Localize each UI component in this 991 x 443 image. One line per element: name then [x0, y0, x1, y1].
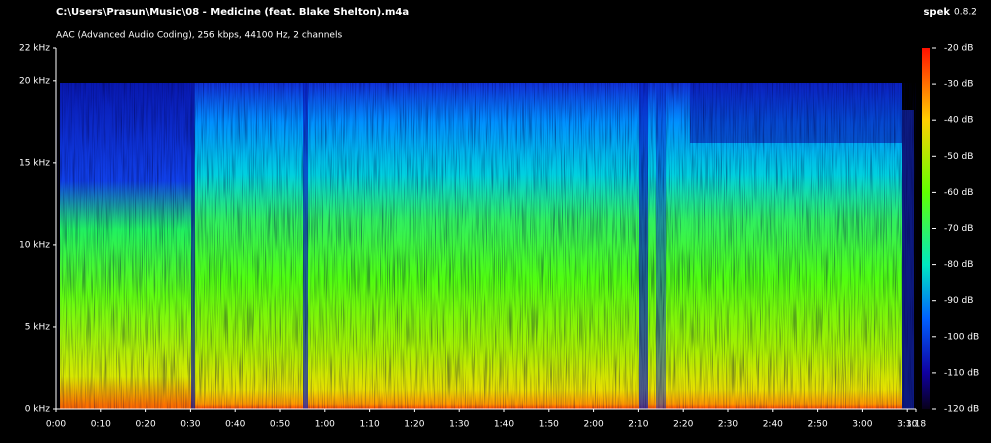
freq-label: 10 kHz [19, 240, 50, 250]
time-label: 1:00 [315, 420, 335, 430]
db-label: -80 dB [944, 260, 973, 270]
time-label: 0:20 [135, 420, 155, 430]
app-version: 0.8.2 [954, 8, 977, 18]
db-label: -70 dB [944, 224, 973, 234]
time-label: 1:40 [494, 420, 514, 430]
time-label: 3:00 [852, 420, 872, 430]
time-label: 0:50 [270, 420, 290, 430]
db-color-bar [922, 48, 930, 409]
freq-label: 15 kHz [19, 158, 50, 168]
time-label: 0:40 [225, 420, 245, 430]
time-label: 0:30 [180, 420, 200, 430]
time-label: 2:20 [673, 420, 693, 430]
time-label: 1:10 [359, 420, 379, 430]
time-label: 3:10 [897, 420, 917, 430]
audio-info: AAC (Advanced Audio Coding), 256 kbps, 4… [56, 31, 342, 41]
freq-label: 5 kHz [25, 322, 51, 332]
db-label: -30 dB [944, 80, 973, 90]
time-label: 0:00 [46, 420, 66, 430]
time-label: 2:10 [628, 420, 648, 430]
freq-label: 0 kHz [25, 405, 51, 415]
time-label: 2:30 [718, 420, 738, 430]
freq-label: 20 kHz [19, 76, 50, 86]
db-label: -120 dB [944, 405, 979, 415]
db-label: -90 dB [944, 296, 973, 306]
db-label: -100 dB [944, 332, 979, 342]
freq-label: 22 kHz [19, 44, 50, 54]
time-label: 2:00 [583, 420, 603, 430]
time-label: 1:20 [404, 420, 424, 430]
db-label: -110 dB [944, 368, 979, 378]
time-label: 3:18 [906, 420, 926, 430]
db-label: -60 dB [944, 188, 973, 198]
spectrogram-texture [56, 83, 916, 409]
spectrogram [56, 48, 916, 409]
db-label: -20 dB [944, 44, 973, 54]
time-label: 2:50 [807, 420, 827, 430]
time-label: 2:40 [763, 420, 783, 430]
app-name: spek [923, 7, 950, 18]
time-label: 0:10 [91, 420, 111, 430]
db-label: -40 dB [944, 116, 973, 126]
db-label: -50 dB [944, 152, 973, 162]
time-label: 1:50 [539, 420, 559, 430]
file-title: C:\Users\Prasun\Music\08 - Medicine (fea… [56, 7, 409, 18]
time-label: 1:30 [449, 420, 469, 430]
